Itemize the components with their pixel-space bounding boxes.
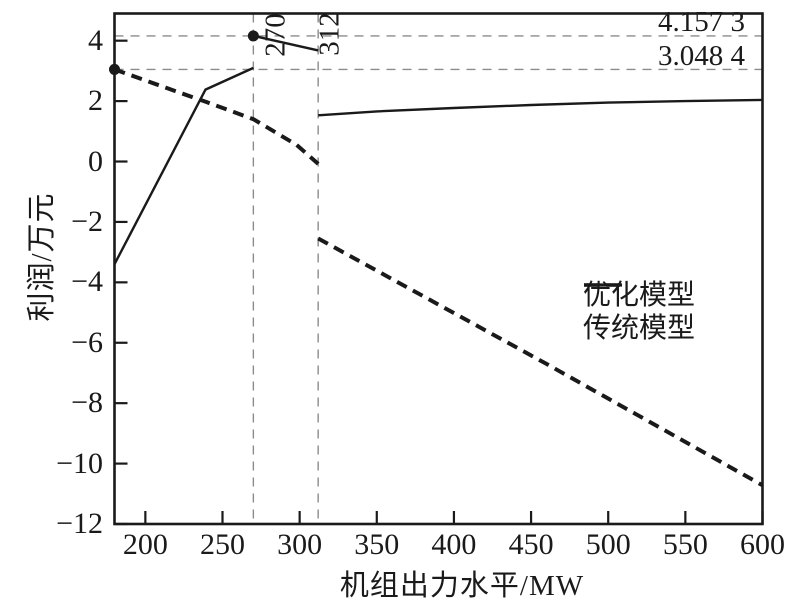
y-tick-label: −10	[56, 446, 103, 480]
y-tick-label: −6	[71, 325, 103, 359]
dashed-line-sample-icon	[584, 283, 622, 287]
traditional-model-line-seg0	[113, 67, 320, 166]
legend-label-traditional: 传统模型	[583, 313, 696, 344]
x-tick-label: 300	[277, 528, 323, 561]
x-tick-label: 250	[200, 528, 245, 561]
y-tick-label: 2	[88, 84, 103, 118]
legend-item-traditional: 传统模型	[583, 283, 696, 345]
x-tick-label: 500	[585, 528, 631, 561]
chart-legend: 优化模型 传统模型	[583, 279, 695, 345]
vline-label-270: 270	[259, 13, 292, 57]
y-tick-label: −8	[71, 386, 103, 420]
traditional-model-line-seg1	[317, 236, 764, 488]
optimized-model-line-seg2	[318, 98, 763, 117]
x-axis-title: 机组出力水平/MW	[339, 570, 585, 602]
y-tick-label: −12	[56, 507, 103, 540]
y-tick-label: 0	[88, 144, 103, 178]
plot-border	[113, 12, 764, 526]
y-tick-label: −4	[71, 265, 103, 299]
legend-item-optimized: 优化模型	[583, 279, 695, 312]
annotation-start-profit-value: 3.048 4	[658, 40, 745, 72]
x-tick-label: 600	[740, 528, 785, 561]
x-tick-label: 350	[354, 528, 400, 561]
x-tick-label: 550	[662, 528, 708, 561]
optimized-model-line-seg0	[113, 66, 254, 265]
data-point-marker-1	[247, 30, 259, 42]
y-axis-title: 利润/万元	[26, 192, 58, 322]
y-tick-label: 4	[88, 23, 103, 57]
optimized-model-line-seg1	[253, 34, 319, 52]
vline-label-312: 312	[313, 12, 346, 56]
x-tick-label: 200	[122, 528, 168, 561]
annotation-max-profit-value: 4.157 3	[658, 6, 745, 38]
y-tick-label: −2	[71, 204, 103, 238]
x-tick-label: 400	[431, 528, 477, 561]
x-tick-label: 450	[508, 528, 554, 561]
